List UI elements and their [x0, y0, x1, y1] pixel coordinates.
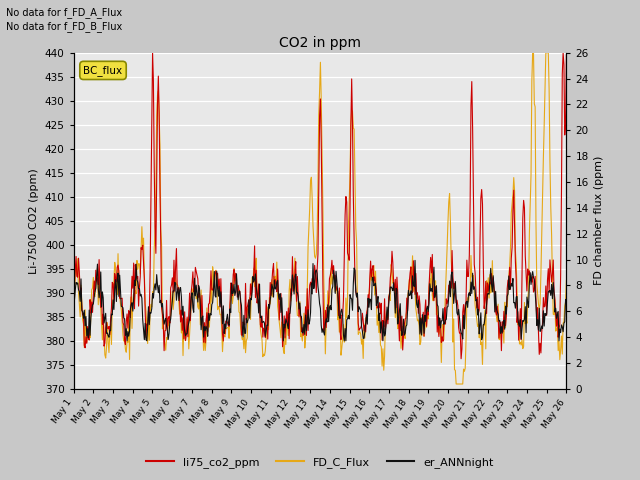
- Text: BC_flux: BC_flux: [83, 65, 123, 76]
- Y-axis label: Li-7500 CO2 (ppm): Li-7500 CO2 (ppm): [29, 168, 39, 274]
- Text: No data for f_FD_A_Flux
No data for f_FD_B_Flux: No data for f_FD_A_Flux No data for f_FD…: [6, 7, 123, 32]
- Title: CO2 in ppm: CO2 in ppm: [279, 36, 361, 50]
- Y-axis label: FD chamber flux (ppm): FD chamber flux (ppm): [594, 156, 604, 286]
- Legend: li75_co2_ppm, FD_C_Flux, er_ANNnight: li75_co2_ppm, FD_C_Flux, er_ANNnight: [142, 452, 498, 472]
